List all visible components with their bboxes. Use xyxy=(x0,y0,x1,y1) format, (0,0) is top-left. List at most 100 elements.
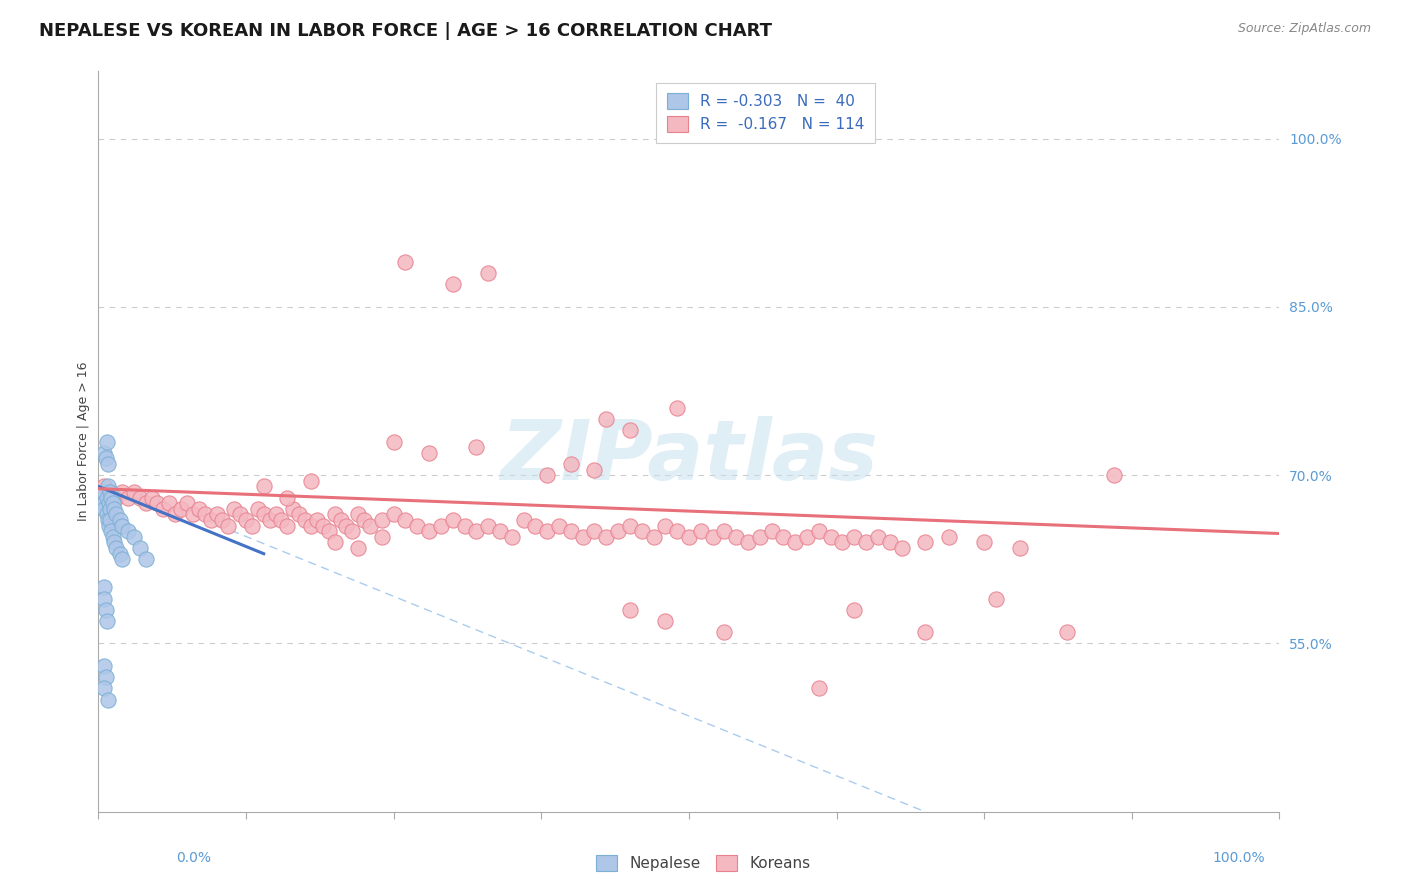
Point xyxy=(97,692,120,706)
Point xyxy=(382,434,405,449)
Point xyxy=(128,491,150,505)
Text: ZIPatlas: ZIPatlas xyxy=(501,416,877,497)
Point xyxy=(702,530,724,544)
Point xyxy=(430,518,453,533)
Point xyxy=(111,485,134,500)
Point xyxy=(583,524,606,539)
Point xyxy=(200,513,222,527)
Text: 0.0%: 0.0% xyxy=(176,851,211,865)
Point xyxy=(93,485,115,500)
Point xyxy=(807,681,830,696)
Point xyxy=(101,496,124,510)
Point xyxy=(984,591,1007,606)
Point xyxy=(253,508,276,522)
Point xyxy=(666,401,689,415)
Point xyxy=(96,614,118,628)
Point xyxy=(108,513,131,527)
Point xyxy=(299,518,322,533)
Point xyxy=(246,501,269,516)
Point xyxy=(108,547,131,561)
Point xyxy=(560,457,582,471)
Point xyxy=(111,518,134,533)
Point xyxy=(371,530,394,544)
Legend: R = -0.303   N =  40, R =  -0.167   N = 114: R = -0.303 N = 40, R = -0.167 N = 114 xyxy=(657,83,876,143)
Point xyxy=(111,552,134,566)
Point xyxy=(914,535,936,549)
Point xyxy=(536,524,558,539)
Point xyxy=(512,513,534,527)
Point xyxy=(560,524,582,539)
Point xyxy=(135,496,157,510)
Point xyxy=(146,496,169,510)
Point xyxy=(890,541,912,555)
Point xyxy=(264,508,287,522)
Point xyxy=(94,670,117,684)
Point xyxy=(844,603,866,617)
Point xyxy=(93,501,115,516)
Point xyxy=(170,501,193,516)
Point xyxy=(630,524,652,539)
Point xyxy=(97,513,120,527)
Point xyxy=(619,603,641,617)
Point xyxy=(583,462,606,476)
Point xyxy=(152,501,174,516)
Point xyxy=(761,524,783,539)
Point xyxy=(96,491,118,505)
Point xyxy=(100,491,122,505)
Point xyxy=(595,530,617,544)
Point xyxy=(807,524,830,539)
Point xyxy=(229,508,252,522)
Point xyxy=(253,479,276,493)
Point xyxy=(105,541,128,555)
Point xyxy=(98,518,121,533)
Point xyxy=(259,513,281,527)
Point xyxy=(666,524,689,539)
Point xyxy=(353,513,375,527)
Point xyxy=(489,524,512,539)
Point xyxy=(93,659,115,673)
Point xyxy=(94,603,117,617)
Point xyxy=(548,518,571,533)
Point xyxy=(97,479,120,493)
Point xyxy=(418,524,440,539)
Point xyxy=(536,468,558,483)
Point xyxy=(96,508,118,522)
Point xyxy=(785,535,807,549)
Point xyxy=(465,440,488,454)
Point xyxy=(453,518,475,533)
Point xyxy=(97,457,120,471)
Point xyxy=(713,625,735,640)
Point xyxy=(105,508,128,522)
Point xyxy=(1008,541,1031,555)
Point xyxy=(122,485,145,500)
Point xyxy=(276,518,298,533)
Point xyxy=(796,530,818,544)
Point xyxy=(607,524,630,539)
Point xyxy=(619,423,641,437)
Point xyxy=(855,535,877,549)
Point xyxy=(194,508,217,522)
Point xyxy=(678,530,700,544)
Point xyxy=(93,496,115,510)
Point xyxy=(98,485,121,500)
Point xyxy=(98,501,121,516)
Point xyxy=(737,535,759,549)
Point xyxy=(725,530,748,544)
Point xyxy=(141,491,163,505)
Point xyxy=(654,518,676,533)
Point xyxy=(914,625,936,640)
Point xyxy=(335,518,357,533)
Point xyxy=(441,277,464,292)
Point xyxy=(359,518,381,533)
Point xyxy=(93,446,115,460)
Point xyxy=(235,513,257,527)
Point xyxy=(103,535,125,549)
Point xyxy=(323,508,346,522)
Point xyxy=(654,614,676,628)
Point xyxy=(571,530,593,544)
Point xyxy=(93,681,115,696)
Point xyxy=(831,535,853,549)
Point xyxy=(477,266,499,280)
Text: 100.0%: 100.0% xyxy=(1213,851,1265,865)
Point xyxy=(122,530,145,544)
